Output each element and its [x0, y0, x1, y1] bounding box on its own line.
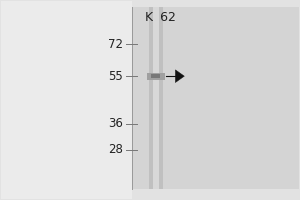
Bar — [147, 73, 165, 80]
Text: 28: 28 — [108, 143, 123, 156]
Bar — [1, 1, 132, 199]
Bar — [132, 7, 299, 189]
Bar — [148, 7, 164, 189]
Text: K562: K562 — [145, 11, 176, 24]
Text: 36: 36 — [108, 117, 123, 130]
Bar — [153, 7, 159, 189]
Text: 55: 55 — [108, 70, 123, 83]
Text: 72: 72 — [108, 38, 123, 51]
Bar — [152, 74, 160, 78]
Polygon shape — [176, 70, 184, 83]
